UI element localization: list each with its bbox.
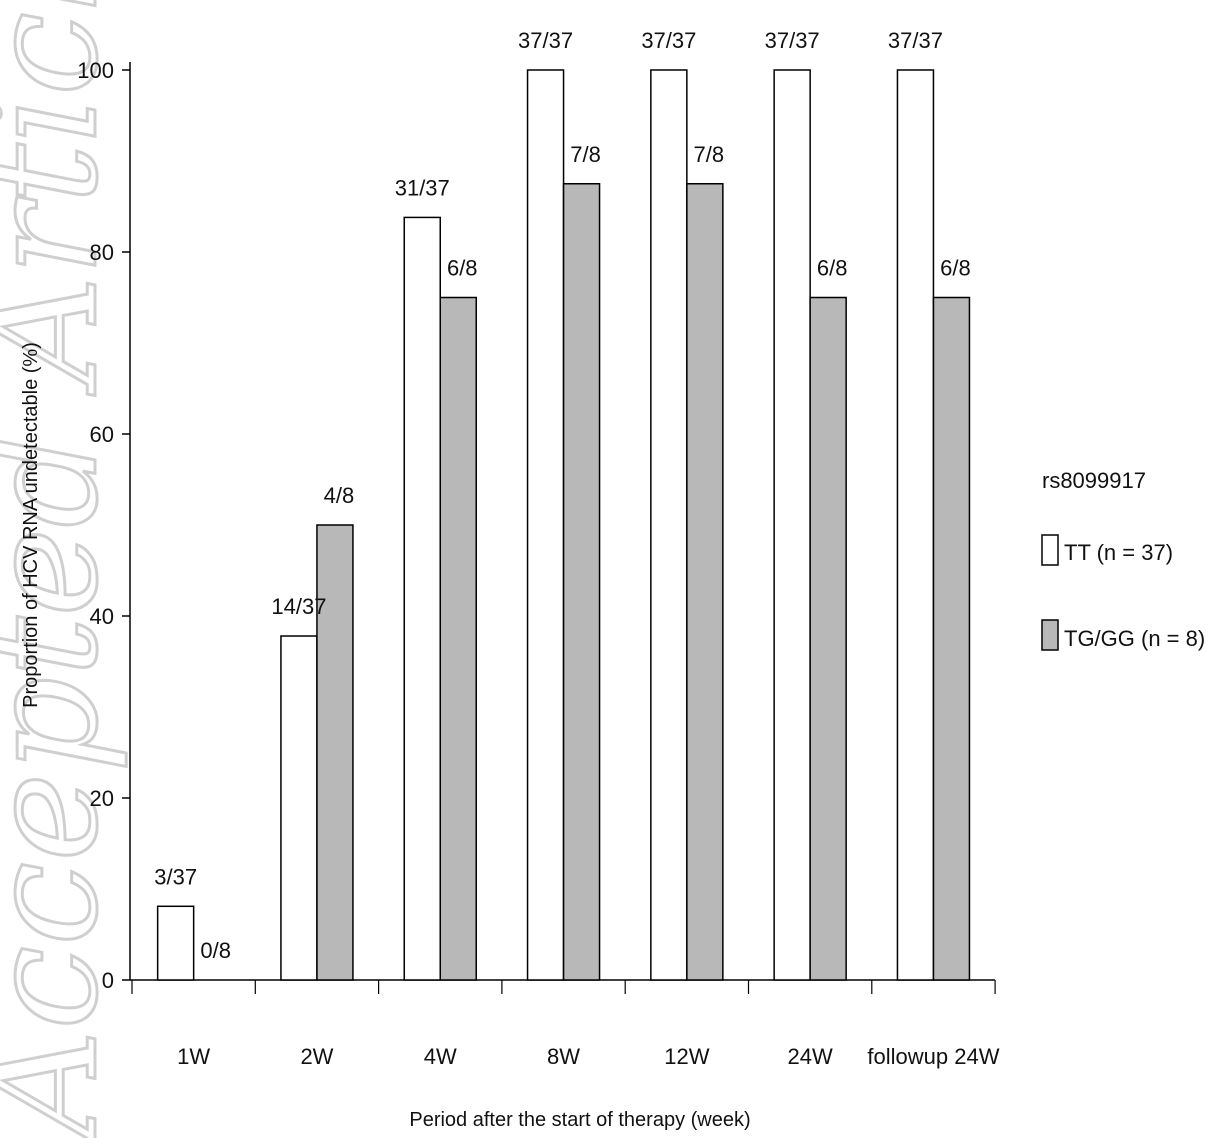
x-axis-title: Period after the start of therapy (week) xyxy=(409,1109,750,1131)
data-label-tggg: 0/8 xyxy=(200,938,231,963)
x-tick-label: 12W xyxy=(664,1044,709,1069)
y-tick-label: 100 xyxy=(77,58,114,83)
legend-label-tggg: TG/GG (n = 8) xyxy=(1064,626,1205,651)
data-label-tggg: 6/8 xyxy=(447,256,478,281)
bar-tggg xyxy=(932,296,971,981)
data-label-tt: 37/37 xyxy=(765,28,820,53)
legend: rs8099917 TT (n = 37) TG/GG (n = 8) xyxy=(1041,468,1205,651)
data-label-tt: 31/37 xyxy=(395,175,450,200)
bar-tggg xyxy=(686,183,724,981)
x-tick-label: 24W xyxy=(788,1044,833,1069)
x-tick-label: followup 24W xyxy=(867,1044,999,1069)
bar-tggg xyxy=(809,296,847,981)
legend-swatch-tggg xyxy=(1041,619,1059,651)
y-axis-title: Proportion of HCV RNA undetectable (%) xyxy=(20,342,42,708)
legend-swatch-tt xyxy=(1041,534,1059,566)
bar-tt xyxy=(280,635,318,981)
data-label-tt: 14/37 xyxy=(271,594,326,619)
x-tick-label: 8W xyxy=(547,1044,580,1069)
data-label-tt: 3/37 xyxy=(154,864,197,889)
watermark-text: Accepted Article xyxy=(0,0,131,1138)
bar-tggg xyxy=(316,524,354,981)
x-tick-label: 2W xyxy=(300,1044,333,1069)
data-label-tggg: 7/8 xyxy=(570,142,601,167)
bar-tt xyxy=(650,69,688,981)
data-labels: 3/37 14/37 31/37 37/37 37/37 37/37 37/37 0/8 4/8… xyxy=(154,28,971,963)
x-tick-label: 4W xyxy=(424,1044,457,1069)
data-label-tt: 37/37 xyxy=(518,28,573,53)
data-label-tggg: 7/8 xyxy=(694,142,725,167)
data-label-tt: 37/37 xyxy=(888,28,943,53)
bar-tt xyxy=(403,216,441,981)
data-label-tggg: 6/8 xyxy=(940,256,971,281)
bar-tggg xyxy=(562,183,601,981)
y-tick-label: 80 xyxy=(90,240,114,265)
y-tick-label: 60 xyxy=(90,422,114,447)
y-tick-label: 40 xyxy=(90,604,114,629)
y-tick-label: 0 xyxy=(102,968,114,993)
bar-tt xyxy=(156,905,195,981)
bar-tt xyxy=(896,69,935,981)
data-label-tt: 37/37 xyxy=(641,28,696,53)
legend-label-tt: TT (n = 37) xyxy=(1064,540,1173,565)
bars xyxy=(156,69,971,981)
legend-title: rs8099917 xyxy=(1042,468,1146,493)
x-tick-label: 1W xyxy=(177,1044,210,1069)
bar-tt xyxy=(526,69,565,981)
bar-tggg xyxy=(439,296,477,981)
data-label-tggg: 6/8 xyxy=(817,256,848,281)
y-tick-label: 20 xyxy=(90,786,114,811)
bar-tt xyxy=(773,69,811,981)
data-label-tggg: 4/8 xyxy=(324,483,355,508)
